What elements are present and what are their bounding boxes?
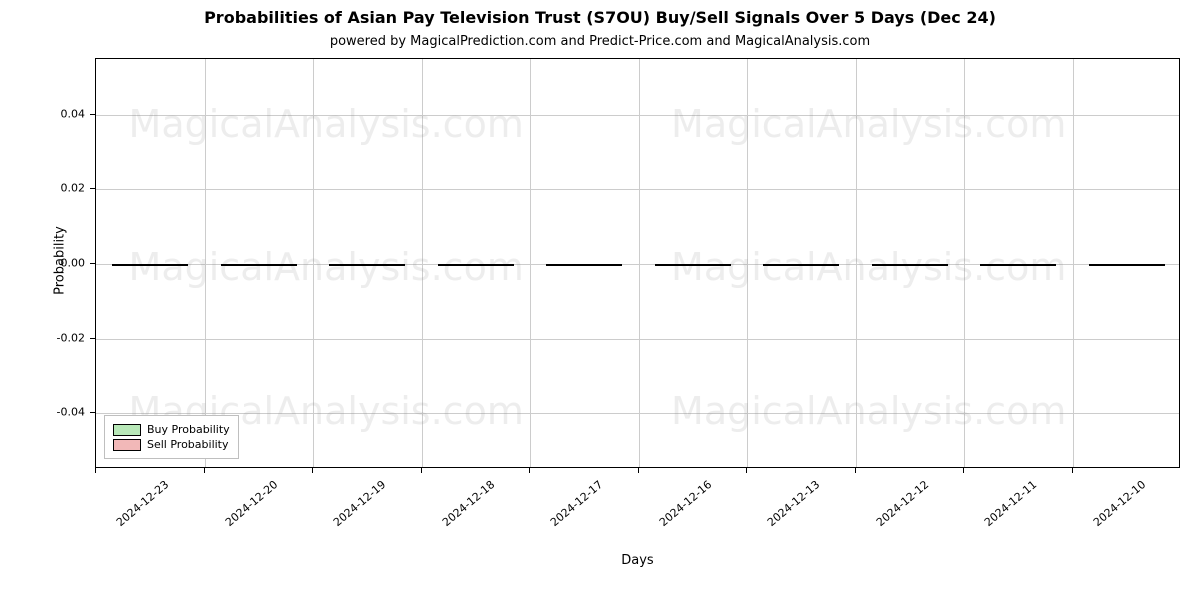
bar xyxy=(872,264,910,266)
x-tick xyxy=(855,468,856,473)
bar xyxy=(546,264,584,266)
bar xyxy=(584,264,622,266)
bar xyxy=(112,264,150,266)
x-tick-label: 2024-12-20 xyxy=(222,478,279,529)
gridline-vertical xyxy=(530,59,531,467)
watermark-text: MagicalAnalysis.com xyxy=(671,102,1066,146)
legend-item: Sell Probability xyxy=(113,438,230,451)
bar xyxy=(150,264,188,266)
gridline-vertical xyxy=(1073,59,1074,467)
watermark-text: MagicalAnalysis.com xyxy=(129,102,524,146)
x-tick xyxy=(312,468,313,473)
y-tick xyxy=(90,188,95,189)
x-tick-label: 2024-12-12 xyxy=(873,478,930,529)
gridline-horizontal xyxy=(96,339,1179,340)
legend-swatch xyxy=(113,424,141,436)
x-axis-label: Days xyxy=(95,553,1180,568)
gridline-horizontal xyxy=(96,413,1179,414)
x-tick-label: 2024-12-19 xyxy=(331,478,388,529)
chart-title: Probabilities of Asian Pay Television Tr… xyxy=(0,8,1200,27)
gridline-horizontal xyxy=(96,189,1179,190)
x-tick xyxy=(638,468,639,473)
gridline-vertical xyxy=(856,59,857,467)
x-tick xyxy=(95,468,96,473)
x-tick-label: 2024-12-13 xyxy=(765,478,822,529)
legend: Buy Probability Sell Probability xyxy=(104,415,239,459)
bar xyxy=(259,264,297,266)
gridline-vertical xyxy=(313,59,314,467)
bar xyxy=(329,264,367,266)
watermark-text: MagicalAnalysis.com xyxy=(129,245,524,289)
y-tick xyxy=(90,263,95,264)
gridline-vertical xyxy=(422,59,423,467)
plot-area: MagicalAnalysis.com MagicalAnalysis.com Ma… xyxy=(95,58,1180,468)
x-tick xyxy=(204,468,205,473)
chart-container: Probabilities of Asian Pay Television Tr… xyxy=(0,0,1200,600)
y-tick-label: 0.04 xyxy=(40,107,85,120)
gridline-vertical xyxy=(747,59,748,467)
y-tick xyxy=(90,338,95,339)
x-tick-label: 2024-12-11 xyxy=(982,478,1039,529)
x-tick xyxy=(746,468,747,473)
gridline-vertical xyxy=(964,59,965,467)
chart-subtitle: powered by MagicalPrediction.com and Pre… xyxy=(0,34,1200,49)
gridline-vertical xyxy=(639,59,640,467)
legend-swatch xyxy=(113,439,141,451)
watermark-text: MagicalAnalysis.com xyxy=(671,245,1066,289)
y-axis-label: Probability xyxy=(53,211,68,311)
y-tick xyxy=(90,114,95,115)
x-tick xyxy=(529,468,530,473)
x-tick-label: 2024-12-17 xyxy=(548,478,605,529)
y-tick xyxy=(90,412,95,413)
legend-item: Buy Probability xyxy=(113,423,230,436)
x-tick xyxy=(963,468,964,473)
bar xyxy=(367,264,405,266)
bar xyxy=(655,264,693,266)
bar xyxy=(221,264,259,266)
bar xyxy=(476,264,514,266)
x-tick xyxy=(1072,468,1073,473)
x-tick-label: 2024-12-16 xyxy=(656,478,713,529)
x-tick-label: 2024-12-23 xyxy=(114,478,171,529)
y-tick-label: -0.04 xyxy=(40,406,85,419)
bar xyxy=(693,264,731,266)
x-tick xyxy=(421,468,422,473)
bar xyxy=(801,264,839,266)
legend-label: Sell Probability xyxy=(147,438,229,451)
gridline-vertical xyxy=(205,59,206,467)
legend-label: Buy Probability xyxy=(147,423,230,436)
y-tick-label: 0.02 xyxy=(40,182,85,195)
x-tick-label: 2024-12-18 xyxy=(439,478,496,529)
bar xyxy=(763,264,801,266)
watermark-text: MagicalAnalysis.com xyxy=(671,389,1066,433)
bar xyxy=(910,264,948,266)
bar xyxy=(1089,264,1127,266)
y-tick-label: -0.02 xyxy=(40,331,85,344)
bar xyxy=(438,264,476,266)
bar xyxy=(1018,264,1056,266)
bar xyxy=(1127,264,1165,266)
gridline-horizontal xyxy=(96,115,1179,116)
x-tick-label: 2024-12-10 xyxy=(1090,478,1147,529)
watermark-layer: MagicalAnalysis.com MagicalAnalysis.com Ma… xyxy=(96,59,1179,467)
bar xyxy=(980,264,1018,266)
